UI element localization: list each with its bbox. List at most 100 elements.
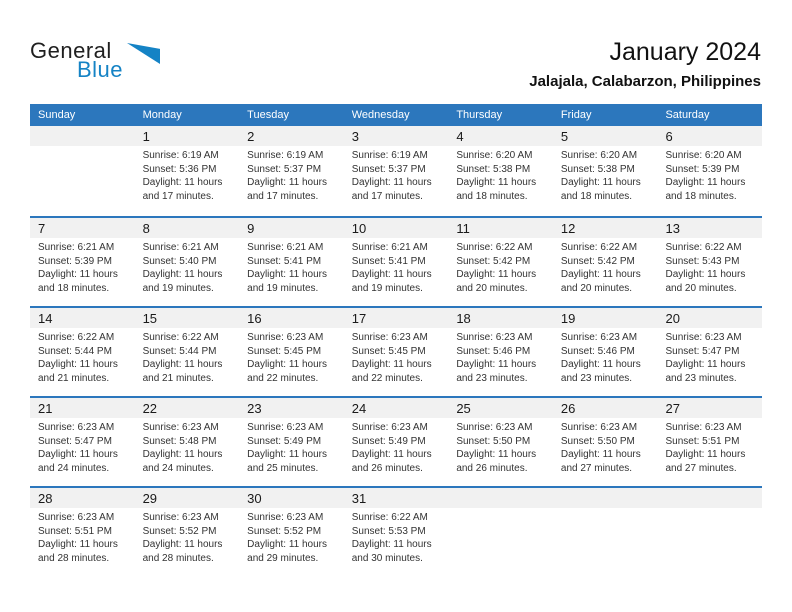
calendar-day-cell: 1 Sunrise: 6:19 AM Sunset: 5:36 PM Dayli… xyxy=(134,126,240,216)
calendar-day-cell: 29 Sunrise: 6:23 AM Sunset: 5:52 PM Dayl… xyxy=(134,488,240,576)
day-number-band: 19 xyxy=(552,308,658,328)
day-number: 19 xyxy=(560,311,576,326)
day-number: 31 xyxy=(351,491,367,506)
daylight-line2: and 18 minutes. xyxy=(665,190,737,202)
day-number-band: 24 xyxy=(343,398,449,418)
daylight-line1: Daylight: 11 hours xyxy=(142,449,223,460)
sunrise-text: Sunrise: 6:20 AM xyxy=(560,150,638,161)
logo-text-general: General xyxy=(30,38,112,63)
day-details: Sunrise: 6:23 AM Sunset: 5:52 PM Dayligh… xyxy=(135,508,240,565)
sunrise-text: Sunrise: 6:22 AM xyxy=(351,512,428,523)
calendar-day-cell: 13 Sunrise: 6:22 AM Sunset: 5:43 PM Dayl… xyxy=(657,218,763,306)
sunset-text: Sunset: 5:36 PM xyxy=(142,163,217,175)
sunrise-text: Sunrise: 6:22 AM xyxy=(456,242,533,253)
sunrise-text: Sunrise: 6:23 AM xyxy=(665,332,742,343)
calendar-day-cell: 14 Sunrise: 6:22 AM Sunset: 5:44 PM Dayl… xyxy=(30,308,135,396)
sunset-text: Sunset: 5:39 PM xyxy=(665,163,740,175)
day-details: Sunrise: 6:20 AM Sunset: 5:38 PM Dayligh… xyxy=(553,146,658,203)
day-number-band: 20 xyxy=(657,308,763,328)
sunrise-text: Sunrise: 6:23 AM xyxy=(456,332,533,343)
sunrise-text: Sunrise: 6:23 AM xyxy=(665,422,742,433)
sunrise-text: Sunrise: 6:20 AM xyxy=(665,150,742,161)
daylight-line2: and 20 minutes. xyxy=(665,282,737,294)
sunset-text: Sunset: 5:47 PM xyxy=(38,435,112,447)
sunset-text: Sunset: 5:37 PM xyxy=(247,163,322,175)
day-number-band: 28 xyxy=(30,488,135,508)
day-details: Sunrise: 6:19 AM Sunset: 5:37 PM Dayligh… xyxy=(239,146,344,203)
daylight-line1: Daylight: 11 hours xyxy=(38,539,118,550)
day-number-band: 7 xyxy=(30,218,135,238)
day-number: 26 xyxy=(560,401,576,416)
day-number: 6 xyxy=(665,129,673,144)
day-number-band: 8 xyxy=(134,218,240,238)
day-number-band: 14 xyxy=(30,308,135,328)
day-details: Sunrise: 6:21 AM Sunset: 5:41 PM Dayligh… xyxy=(239,238,344,295)
day-number: 20 xyxy=(665,311,680,326)
sunset-text: Sunset: 5:51 PM xyxy=(665,435,740,447)
page-title: January 2024 xyxy=(609,38,761,66)
day-number: 22 xyxy=(142,401,158,416)
calendar-day-cell: 8 Sunrise: 6:21 AM Sunset: 5:40 PM Dayli… xyxy=(134,218,240,306)
day-number: 11 xyxy=(456,221,470,236)
calendar-day-cell: 31 Sunrise: 6:22 AM Sunset: 5:53 PM Dayl… xyxy=(343,488,449,576)
sunrise-text: Sunrise: 6:21 AM xyxy=(38,242,115,253)
day-details: Sunrise: 6:23 AM Sunset: 5:51 PM Dayligh… xyxy=(30,508,135,565)
day-number: 24 xyxy=(351,401,367,416)
weekday-header-row: Sunday Monday Tuesday Wednesday Thursday Frid… xyxy=(30,104,762,126)
daylight-line2: and 23 minutes. xyxy=(665,372,737,384)
sunrise-text: Sunrise: 6:19 AM xyxy=(142,150,219,161)
sunrise-text: Sunrise: 6:20 AM xyxy=(456,150,533,161)
day-details: Sunrise: 6:23 AM Sunset: 5:52 PM Dayligh… xyxy=(239,508,344,565)
day-number: 27 xyxy=(665,401,680,416)
daylight-line2: and 18 minutes. xyxy=(560,190,633,202)
daylight-line1: Daylight: 11 hours xyxy=(351,539,432,550)
calendar-grid: 1 Sunrise: 6:19 AM Sunset: 5:36 PM Dayli… xyxy=(30,126,763,576)
day-details: Sunrise: 6:23 AM Sunset: 5:47 PM Dayligh… xyxy=(30,418,135,475)
calendar-day-cell: 27 Sunrise: 6:23 AM Sunset: 5:51 PM Dayl… xyxy=(657,398,763,486)
calendar-day-cell: 16 Sunrise: 6:23 AM Sunset: 5:45 PM Dayl… xyxy=(239,308,344,396)
daylight-line2: and 27 minutes. xyxy=(560,462,633,474)
sunrise-text: Sunrise: 6:23 AM xyxy=(247,512,324,523)
daylight-line1: Daylight: 11 hours xyxy=(665,359,746,370)
daylight-line2: and 22 minutes. xyxy=(247,372,319,384)
day-details: Sunrise: 6:21 AM Sunset: 5:41 PM Dayligh… xyxy=(344,238,449,295)
day-details: Sunrise: 6:23 AM Sunset: 5:50 PM Dayligh… xyxy=(448,418,553,475)
daylight-line1: Daylight: 11 hours xyxy=(665,449,746,460)
daylight-line1: Daylight: 11 hours xyxy=(38,269,118,280)
sunset-text: Sunset: 5:50 PM xyxy=(456,435,531,447)
sunset-text: Sunset: 5:45 PM xyxy=(351,345,426,357)
day-details: Sunrise: 6:22 AM Sunset: 5:43 PM Dayligh… xyxy=(657,238,762,295)
daylight-line2: and 25 minutes. xyxy=(247,462,319,474)
sunrise-text: Sunrise: 6:23 AM xyxy=(560,422,638,433)
day-details: Sunrise: 6:19 AM Sunset: 5:37 PM Dayligh… xyxy=(344,146,449,203)
title-block: January 2024 Jalajala, Calabarzon, Phili… xyxy=(529,38,761,90)
week-row-5: 28 Sunrise: 6:23 AM Sunset: 5:51 PM Dayl… xyxy=(30,486,763,576)
day-details xyxy=(448,508,553,511)
sunset-text: Sunset: 5:42 PM xyxy=(456,255,531,267)
daylight-line2: and 20 minutes. xyxy=(456,282,528,294)
sunset-text: Sunset: 5:41 PM xyxy=(247,255,322,267)
calendar-day-cell-empty xyxy=(657,488,763,576)
day-number: 21 xyxy=(38,401,53,416)
daylight-line2: and 17 minutes. xyxy=(247,190,319,202)
calendar-day-cell: 12 Sunrise: 6:22 AM Sunset: 5:42 PM Dayl… xyxy=(552,218,658,306)
calendar-day-cell: 30 Sunrise: 6:23 AM Sunset: 5:52 PM Dayl… xyxy=(239,488,344,576)
daylight-line1: Daylight: 11 hours xyxy=(665,177,746,188)
sunset-text: Sunset: 5:47 PM xyxy=(665,345,740,357)
calendar-day-cell: 22 Sunrise: 6:23 AM Sunset: 5:48 PM Dayl… xyxy=(134,398,240,486)
day-number-band: 1 xyxy=(134,126,240,146)
daylight-line2: and 27 minutes. xyxy=(665,462,737,474)
sunrise-text: Sunrise: 6:23 AM xyxy=(247,332,324,343)
day-number: 30 xyxy=(247,491,262,506)
week-row-2: 7 Sunrise: 6:21 AM Sunset: 5:39 PM Dayli… xyxy=(30,216,763,306)
sunrise-text: Sunrise: 6:23 AM xyxy=(560,332,638,343)
day-number: 12 xyxy=(560,221,576,236)
day-number: 10 xyxy=(351,221,367,236)
sunset-text: Sunset: 5:51 PM xyxy=(38,525,112,537)
calendar-day-cell: 19 Sunrise: 6:23 AM Sunset: 5:46 PM Dayl… xyxy=(552,308,658,396)
day-number: 7 xyxy=(38,221,46,236)
calendar-day-cell: 6 Sunrise: 6:20 AM Sunset: 5:39 PM Dayli… xyxy=(657,126,763,216)
day-number-band: 30 xyxy=(239,488,344,508)
day-number: 13 xyxy=(665,221,680,236)
sunrise-text: Sunrise: 6:19 AM xyxy=(351,150,428,161)
